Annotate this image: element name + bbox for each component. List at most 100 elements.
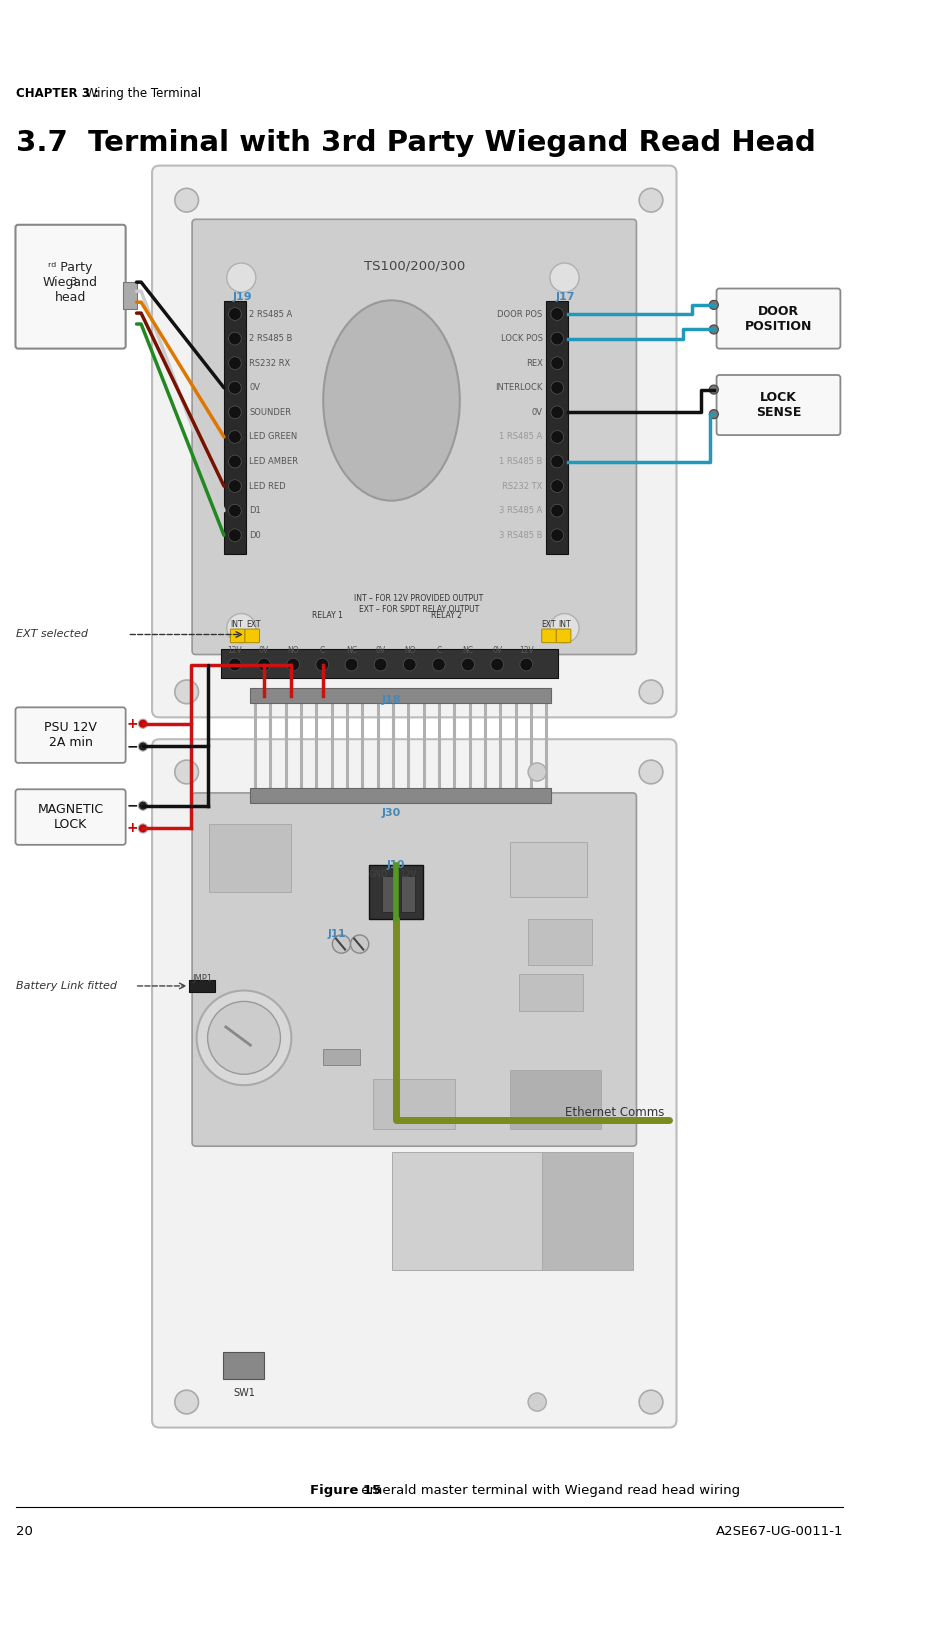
Text: J19: J19	[233, 292, 253, 302]
Circle shape	[551, 504, 564, 517]
Text: REX: REX	[526, 359, 543, 367]
Text: NC: NC	[346, 647, 357, 655]
Text: 0V: 0V	[249, 384, 261, 392]
Circle shape	[551, 307, 564, 320]
Text: A2SE67-UG-0011-1: A2SE67-UG-0011-1	[716, 1524, 843, 1537]
Circle shape	[551, 479, 564, 492]
Circle shape	[639, 188, 663, 211]
Circle shape	[551, 332, 564, 344]
Circle shape	[550, 263, 579, 292]
FancyBboxPatch shape	[556, 629, 571, 644]
Text: LED GREEN: LED GREEN	[249, 432, 297, 442]
FancyBboxPatch shape	[15, 790, 126, 845]
Text: 0V: 0V	[492, 647, 502, 655]
Circle shape	[551, 406, 564, 419]
Circle shape	[350, 934, 369, 954]
Text: MAGNETIC
LOCK: MAGNETIC LOCK	[38, 803, 104, 830]
Circle shape	[139, 801, 147, 811]
Text: emerald master terminal with Wiegand read head wiring: emerald master terminal with Wiegand rea…	[357, 1484, 740, 1497]
Text: RELAY 2: RELAY 2	[430, 611, 462, 621]
Bar	[223, 1352, 264, 1380]
FancyBboxPatch shape	[15, 224, 126, 349]
Text: NC: NC	[463, 647, 474, 655]
Text: 2 RS485 B: 2 RS485 B	[249, 335, 293, 343]
Circle shape	[528, 1393, 547, 1410]
Text: EXT: EXT	[245, 621, 261, 629]
Text: 1 RS485 A: 1 RS485 A	[499, 432, 543, 442]
Circle shape	[208, 1001, 280, 1074]
Circle shape	[374, 658, 387, 671]
Text: EXT: EXT	[541, 621, 555, 629]
Circle shape	[491, 658, 503, 671]
Text: 12V: 12V	[519, 647, 533, 655]
Circle shape	[709, 301, 718, 309]
Circle shape	[175, 760, 198, 783]
Text: J10: J10	[387, 860, 405, 871]
Circle shape	[551, 528, 564, 541]
Text: ʳᵈ Party
Wiegand
head: ʳᵈ Party Wiegand head	[43, 260, 98, 304]
Text: 20: 20	[16, 1524, 33, 1537]
Circle shape	[196, 991, 292, 1086]
FancyBboxPatch shape	[244, 629, 260, 644]
Bar	[542, 1152, 632, 1271]
Circle shape	[228, 455, 242, 468]
Bar	[250, 689, 551, 702]
Circle shape	[403, 658, 416, 671]
Text: CHAPTER 3 :: CHAPTER 3 :	[16, 88, 99, 101]
Text: D1: D1	[249, 505, 261, 515]
Text: 3.7  Terminal with 3rd Party Wiegand Read Head: 3.7 Terminal with 3rd Party Wiegand Read…	[16, 128, 817, 158]
FancyBboxPatch shape	[716, 289, 840, 349]
Bar	[224, 301, 245, 554]
Text: Wiring the Terminal: Wiring the Terminal	[82, 88, 201, 101]
Circle shape	[228, 528, 242, 541]
Text: INTERLOCK: INTERLOCK	[496, 384, 543, 392]
Text: 0V: 0V	[376, 647, 386, 655]
Text: 2 RS485 A: 2 RS485 A	[249, 309, 293, 318]
Circle shape	[175, 679, 198, 704]
Text: EXT – FOR SPDT RELAY OUTPUT: EXT – FOR SPDT RELAY OUTPUT	[359, 606, 479, 614]
Text: JMP1: JMP1	[192, 973, 212, 983]
Circle shape	[228, 431, 242, 444]
Text: 1 RS485 B: 1 RS485 B	[499, 457, 543, 466]
Text: TS100/200/300: TS100/200/300	[363, 260, 464, 273]
Circle shape	[639, 760, 663, 783]
Text: J30: J30	[382, 808, 401, 819]
Circle shape	[528, 762, 547, 782]
Bar	[373, 1079, 455, 1129]
Circle shape	[550, 614, 579, 644]
Circle shape	[709, 410, 718, 419]
Bar	[221, 648, 558, 678]
Circle shape	[228, 406, 242, 419]
Circle shape	[175, 1391, 198, 1414]
Text: DOOR POS: DOOR POS	[497, 309, 543, 318]
Text: +: +	[126, 717, 138, 731]
Text: C: C	[436, 647, 442, 655]
Circle shape	[258, 658, 270, 671]
Text: 0V: 0V	[531, 408, 543, 418]
Circle shape	[227, 263, 256, 292]
Text: GND: GND	[368, 871, 388, 879]
Circle shape	[639, 679, 663, 704]
Circle shape	[139, 743, 147, 751]
FancyBboxPatch shape	[542, 629, 556, 644]
Circle shape	[432, 658, 446, 671]
Circle shape	[287, 658, 299, 671]
Text: 12V: 12V	[228, 647, 243, 655]
Circle shape	[228, 358, 242, 369]
Circle shape	[709, 325, 718, 335]
Circle shape	[551, 431, 564, 444]
Text: SOUNDER: SOUNDER	[249, 408, 292, 418]
Circle shape	[139, 824, 147, 834]
Circle shape	[228, 658, 242, 671]
FancyBboxPatch shape	[716, 375, 840, 436]
Circle shape	[462, 658, 475, 671]
Text: +: +	[126, 821, 138, 835]
FancyBboxPatch shape	[230, 629, 244, 644]
Text: RELAY 1: RELAY 1	[312, 611, 344, 621]
Circle shape	[346, 658, 358, 671]
Bar	[547, 301, 568, 554]
Bar	[323, 1048, 360, 1064]
Bar	[123, 283, 137, 309]
Text: Battery Link fitted: Battery Link fitted	[16, 982, 117, 991]
Text: D0: D0	[249, 531, 261, 540]
